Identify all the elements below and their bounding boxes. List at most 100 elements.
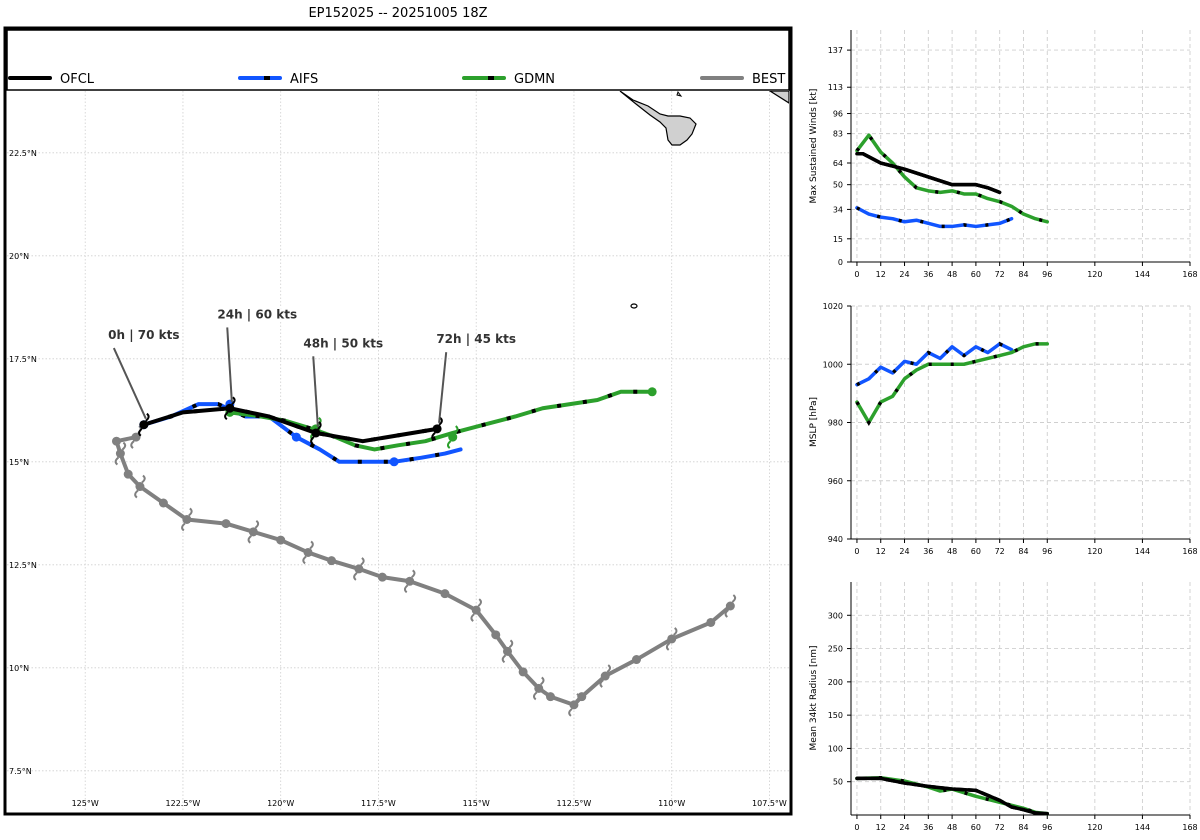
legend-box — [6, 29, 790, 91]
best-track-glyph-arm — [470, 613, 475, 622]
best-track-glyph-arm — [673, 627, 678, 636]
x-tick-label: 72 — [995, 823, 1005, 832]
gdmn-storm-glyph — [446, 425, 459, 449]
track-line-aifs — [141, 402, 463, 464]
x-tick-label: 120 — [1087, 270, 1102, 279]
x-tick-label: 12 — [876, 270, 886, 279]
best-track-point — [491, 630, 501, 640]
ofcl-storm-glyph-arm — [231, 396, 236, 406]
best-track-point — [706, 617, 716, 627]
ofcl-storm-glyph — [310, 421, 322, 445]
x-tick-label: 84 — [1018, 823, 1028, 832]
best-track-glyph-arm — [477, 598, 482, 607]
map-lat-tick-label: 20°N — [9, 252, 29, 261]
map-tracks — [111, 387, 737, 717]
ofcl-storm-glyph-arm — [438, 417, 443, 426]
aifs-track-point — [291, 432, 301, 442]
map-lon-tick-label: 125°W — [72, 799, 99, 808]
best-track-glyph — [302, 540, 314, 565]
y-tick-label: 0 — [838, 258, 843, 267]
series-dash-aifs — [856, 206, 1013, 229]
series-line-gdmn — [855, 133, 1050, 224]
x-tick-label: 36 — [923, 823, 933, 832]
best-track-glyph-arm — [181, 522, 186, 532]
x-tick-label: 12 — [876, 547, 886, 556]
annotation-arrow — [112, 347, 147, 420]
best-track-glyph-core — [131, 432, 141, 442]
best-track-glyph-arm — [533, 691, 538, 701]
best-track-glyph-arm — [353, 572, 358, 581]
map-lat-tick-label: 7.5°N — [9, 767, 32, 776]
x-tick-label: 72 — [995, 270, 1005, 279]
best-track-glyph-arm — [188, 507, 193, 517]
x-tick-label: 12 — [876, 823, 886, 832]
map-lon-tick-label: 112.5°W — [557, 799, 592, 808]
map-lat-tick-label: 10°N — [9, 664, 29, 673]
x-tick-label: 72 — [995, 547, 1005, 556]
y-tick-label: 15 — [833, 235, 843, 244]
y-tick-label: 34 — [833, 205, 843, 214]
best-track-glyph-core — [354, 564, 364, 574]
best-track-glyph-arm — [508, 639, 514, 649]
ofcl-storm-glyph-arm — [317, 421, 322, 430]
best-track-glyph-arm — [540, 676, 545, 686]
figure-title: EP152025 -- 20251005 18Z — [308, 6, 487, 21]
best-track-glyph-core — [600, 671, 610, 681]
annotation-arrow — [226, 327, 233, 403]
map-lat-tick-label: 17.5°N — [9, 355, 37, 364]
map-background — [7, 91, 789, 812]
best-track-glyph-arm — [134, 489, 139, 499]
x-tick-label: 60 — [971, 270, 981, 279]
x-tick-label: 60 — [971, 823, 981, 832]
best-track-glyph-core — [115, 449, 125, 459]
ofcl-storm-glyph — [431, 417, 443, 441]
best-track-glyph-arm — [309, 540, 314, 550]
baja-peninsula-land — [619, 91, 697, 146]
small-island — [676, 91, 683, 97]
gdmn-track-point — [647, 387, 657, 397]
map-lon-tick-label: 107.5°W — [752, 799, 787, 808]
x-tick-label: 144 — [1135, 823, 1150, 832]
series-dash-gdmn — [855, 342, 1048, 426]
x-tick-label: 168 — [1182, 270, 1197, 279]
best-track-point — [123, 469, 133, 479]
best-track-glyph-arm — [599, 679, 604, 688]
mslp-panel: 0 12 24 36 48 60 72 84 96 120 144 168 940 960 980 1000 1… — [809, 302, 1198, 556]
best-track-glyph-core — [502, 646, 512, 656]
best-track-point — [545, 692, 555, 702]
best-track-glyph — [134, 474, 146, 499]
best-track-glyph — [599, 664, 611, 688]
x-tick-label: 0 — [854, 823, 859, 832]
legend-label-best: BEST — [752, 72, 785, 87]
x-tick-label: 96 — [1042, 270, 1052, 279]
y-tick-label: 50 — [833, 778, 843, 787]
best-track-glyph — [724, 594, 737, 618]
best-track-point — [377, 572, 387, 582]
annotation-arrow — [438, 352, 448, 423]
best-track-glyph — [533, 676, 545, 701]
map-annotations: 0h | 70 kts 24h | 60 kts 48h | 50 kts 72h |… — [107, 306, 518, 428]
best-track-point — [632, 655, 642, 665]
best-track-glyph-core — [667, 634, 677, 644]
best-track-point — [327, 556, 337, 566]
map-lon-tick-label: 117.5°W — [361, 799, 396, 808]
x-tick-label: 84 — [1018, 547, 1028, 556]
best-track-glyph — [247, 520, 260, 544]
y-tick-label: 50 — [833, 181, 843, 190]
best-track-glyph-arm — [254, 520, 260, 529]
best-track-glyph — [665, 627, 678, 651]
map-lon-tick-label: 120°W — [267, 799, 294, 808]
series-dash-ofcl — [856, 151, 1001, 195]
best-track-glyph-arm — [606, 664, 611, 673]
x-tick-label: 96 — [1042, 823, 1052, 832]
annotation-label: 24h | 60 kts — [217, 307, 297, 321]
best-track-glyph-arm — [501, 654, 507, 664]
map-tick-labels: 125°W 122.5°W 120°W 117.5°W 115°W 112.5°W 110°… — [9, 149, 787, 808]
best-track-glyph-core — [248, 527, 258, 537]
x-tick-label: 144 — [1135, 547, 1150, 556]
y-axis-label: Mean 34kt Radius [nm] — [809, 646, 819, 751]
y-tick-label: 980 — [828, 419, 843, 428]
best-track-point — [111, 436, 121, 446]
best-track-glyph-arm — [130, 440, 135, 449]
y-tick-label: 940 — [828, 535, 843, 544]
